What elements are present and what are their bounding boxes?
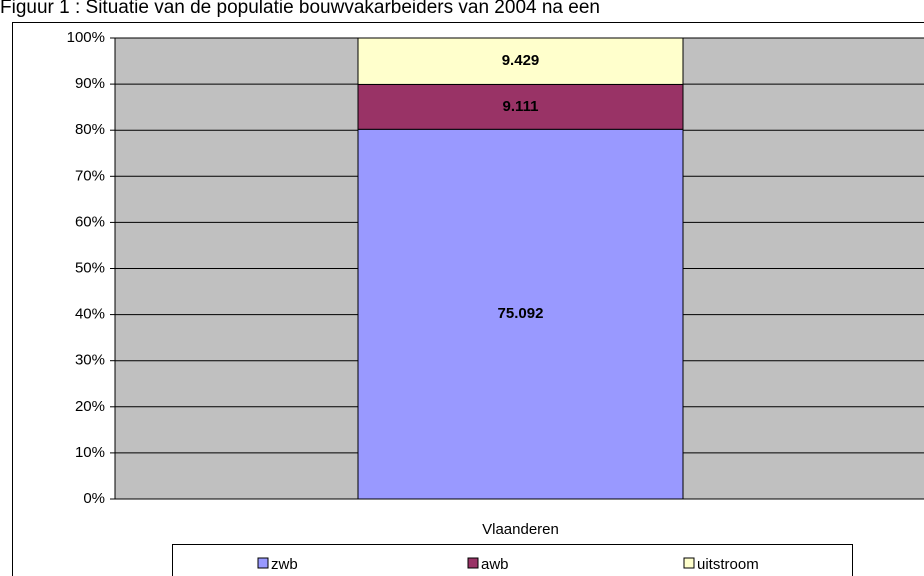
legend-swatch (257, 557, 269, 569)
value-label: 9.429 (502, 52, 540, 69)
legend-label: uitstroom (697, 556, 759, 573)
value-label: 75.092 (498, 305, 544, 322)
x-tick-label: Vlaanderen (482, 521, 559, 538)
y-tick-label: 20% (75, 398, 105, 415)
y-tick-label: 10% (75, 444, 105, 461)
bar-segment (357, 128, 684, 500)
y-tick-label: 30% (75, 352, 105, 369)
legend-label: awb (481, 556, 509, 573)
legend-swatch (467, 557, 479, 569)
legend-swatch (683, 557, 695, 569)
y-tick-label: 0% (83, 490, 105, 507)
bar-segment (357, 37, 684, 85)
y-tick-label: 60% (75, 213, 105, 230)
y-tick-label: 50% (75, 259, 105, 276)
y-tick-label: 80% (75, 121, 105, 138)
legend-label: zwb (271, 556, 298, 573)
legend (172, 544, 853, 576)
y-tick-label: 40% (75, 306, 105, 323)
value-label: 9.111 (503, 98, 539, 115)
y-tick-label: 100% (67, 29, 105, 46)
y-tick-label: 90% (75, 75, 105, 92)
chart-title: Figuur 1 : Situatie van de populatie bou… (0, 0, 600, 18)
y-tick-label: 70% (75, 167, 105, 184)
